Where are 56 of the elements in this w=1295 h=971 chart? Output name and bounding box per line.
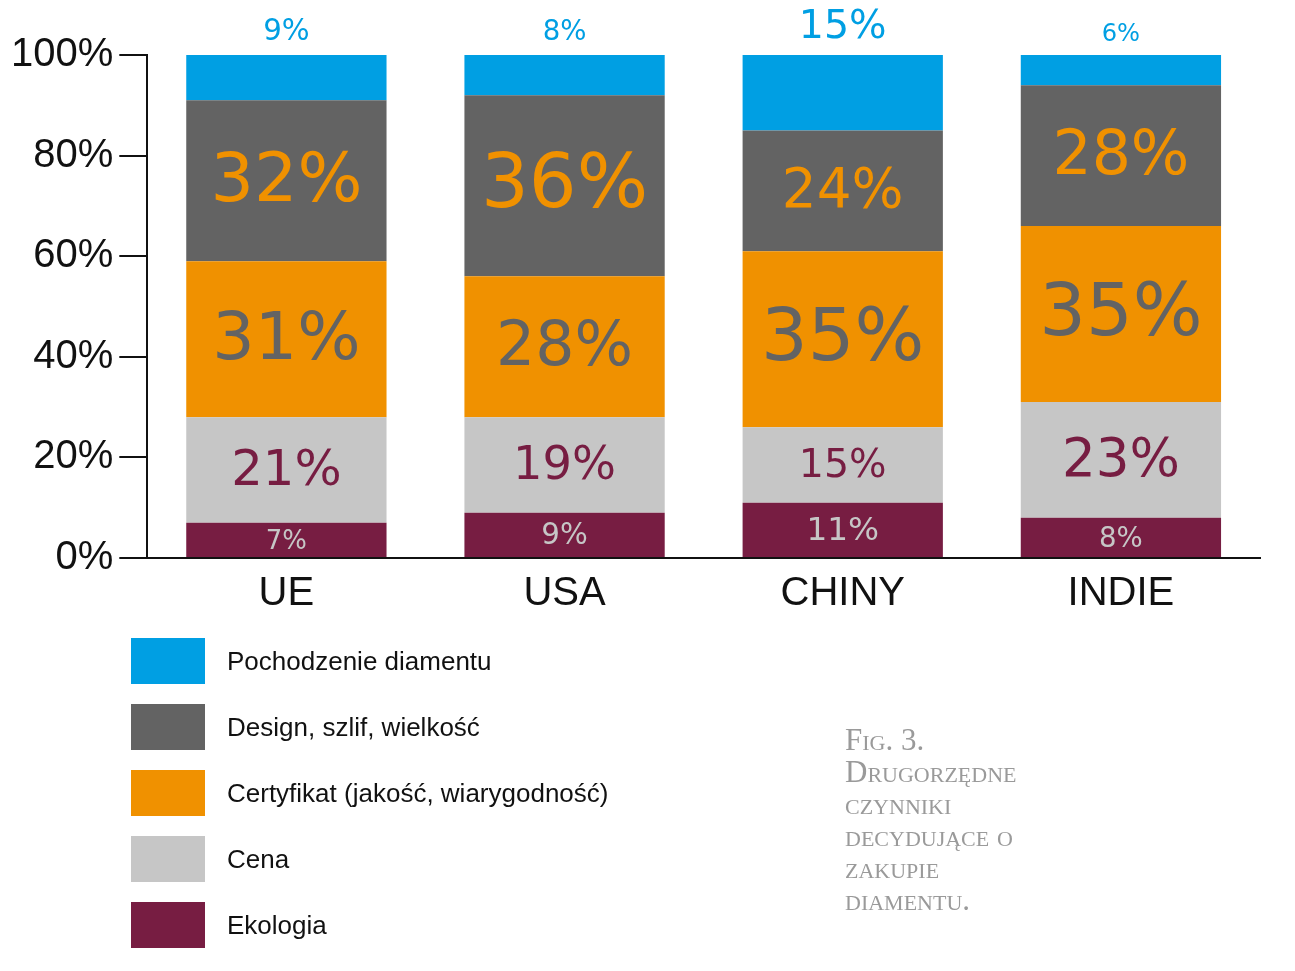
legend-label: Design, szlif, wielkość	[227, 711, 480, 743]
bar	[1020, 85, 1222, 227]
bar	[742, 55, 943, 131]
data-label: 9%	[541, 517, 588, 552]
data-label: 35%	[1039, 267, 1203, 353]
y-tick-label: 40%	[33, 331, 114, 376]
x-tick-label: CHINY	[780, 569, 905, 614]
bar	[1020, 226, 1222, 403]
data-label: 28%	[496, 307, 634, 380]
data-label: 9%	[263, 12, 310, 47]
y-tick-label: 100%	[10, 30, 114, 75]
bar	[742, 502, 943, 557]
data-label: 31%	[212, 296, 361, 375]
data-label: 36%	[481, 137, 649, 226]
data-label: 6%	[1101, 19, 1141, 48]
bar	[1020, 402, 1222, 518]
bar	[464, 55, 665, 96]
bar	[186, 522, 387, 557]
bar	[186, 100, 387, 262]
data-label: 7%	[265, 524, 307, 555]
legend-label: Ekologia	[227, 909, 327, 941]
bar	[464, 95, 665, 277]
bar	[742, 427, 943, 503]
x-tick-label: INDIE	[1067, 569, 1175, 614]
bar	[186, 55, 387, 101]
data-label: 8%	[1099, 520, 1143, 554]
x-tick-label: USA	[523, 569, 607, 614]
x-tick-label: UE	[258, 569, 315, 614]
data-label: 19%	[513, 435, 617, 490]
data-label: 32%	[210, 137, 363, 217]
bar	[186, 417, 387, 523]
bar	[464, 417, 665, 513]
bar	[464, 276, 665, 418]
legend-label: Pochodzenie diamentu	[227, 645, 492, 677]
data-label: 23%	[1061, 426, 1180, 489]
data-label: 11%	[806, 510, 880, 549]
data-label: 15%	[798, 0, 887, 47]
bar	[1020, 517, 1222, 557]
data-label: 24%	[781, 156, 904, 221]
legend-label: Cena	[227, 843, 290, 875]
data-label: 21%	[231, 438, 342, 497]
y-tick-label: 80%	[33, 130, 114, 175]
bar	[1020, 55, 1222, 86]
bar	[464, 512, 665, 557]
data-label: 35%	[761, 292, 925, 378]
bar	[742, 251, 943, 428]
data-label: 8%	[542, 14, 587, 48]
bar	[742, 130, 943, 252]
data-label: 28%	[1052, 116, 1190, 189]
y-tick-label: 60%	[33, 231, 114, 276]
caption: Fig. 3. Drugorzędne czynniki decydujące o zakupie diamentu.	[845, 722, 1018, 917]
y-tick-label: 20%	[33, 432, 114, 477]
data-label: 15%	[798, 440, 887, 487]
bar	[186, 261, 387, 418]
y-tick-label: 0%	[55, 533, 114, 578]
legend-label: Certyfikat (jakość, wiarygodność)	[227, 777, 609, 809]
